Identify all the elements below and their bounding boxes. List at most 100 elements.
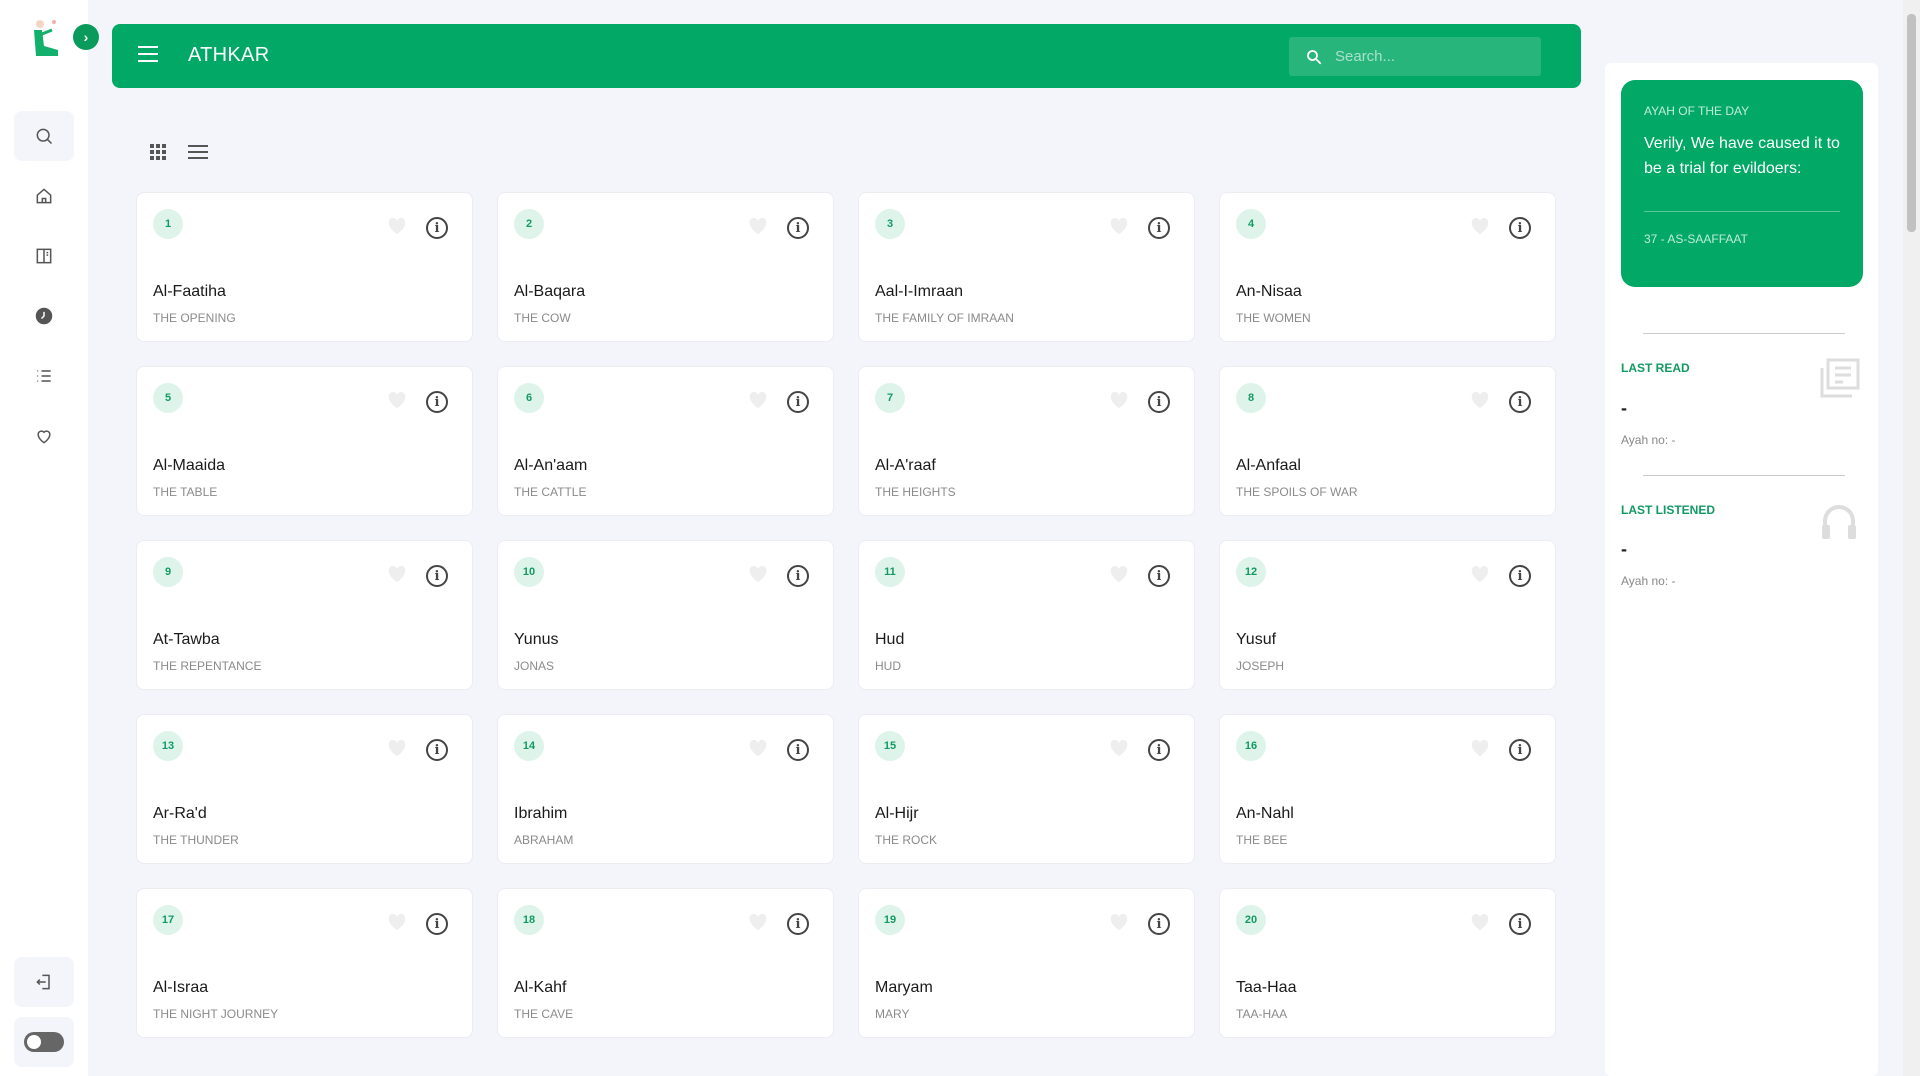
surah-number-badge: 6 [514, 383, 544, 413]
ayah-label: AYAH OF THE DAY [1644, 104, 1750, 118]
heart-icon[interactable] [1109, 913, 1129, 931]
expand-sidebar-button[interactable]: › [73, 24, 99, 50]
info-icon[interactable]: i [787, 217, 809, 239]
info-icon[interactable]: i [426, 913, 448, 935]
surah-name: Al-Anfaal [1236, 457, 1301, 474]
heart-icon[interactable] [748, 217, 768, 235]
heart-icon[interactable] [1109, 565, 1129, 583]
surah-number-badge: 7 [875, 383, 905, 413]
surah-card[interactable]: 9 i At-Tawba THE REPENTANCE [136, 540, 473, 690]
surah-name: Al-Hijr [875, 805, 919, 822]
surah-name: Al-An'aam [514, 457, 588, 474]
surah-card[interactable]: 3 i Aal-I-Imraan THE FAMILY OF IMRAAN [858, 192, 1195, 342]
surah-card[interactable]: 7 i Al-A'raaf THE HEIGHTS [858, 366, 1195, 516]
sidebar-item-list[interactable] [14, 351, 74, 401]
info-icon[interactable]: i [1509, 391, 1531, 413]
surah-card[interactable]: 8 i Al-Anfaal THE SPOILS OF WAR [1219, 366, 1556, 516]
info-icon[interactable]: i [787, 913, 809, 935]
surah-card[interactable]: 17 i Al-Israa THE NIGHT JOURNEY [136, 888, 473, 1038]
search-icon [36, 128, 53, 145]
surah-card[interactable]: 2 i Al-Baqara THE COW [497, 192, 834, 342]
logout-button[interactable] [14, 957, 74, 1007]
heart-icon[interactable] [1109, 391, 1129, 409]
sidebar-item-favorites[interactable] [14, 411, 74, 461]
info-icon[interactable]: i [1509, 565, 1531, 587]
sidebar-item-history[interactable] [14, 291, 74, 341]
heart-icon[interactable] [1109, 217, 1129, 235]
surah-name: Al-Baqara [514, 283, 586, 300]
sidebar-item-search[interactable] [14, 111, 74, 161]
divider [1644, 211, 1840, 212]
surah-translation: JONAS [514, 659, 555, 673]
surah-card[interactable]: 16 i An-Nahl THE BEE [1219, 714, 1556, 864]
surah-name: Yunus [514, 631, 559, 648]
ayah-of-the-day-card[interactable]: AYAH OF THE DAY Verily, We have caused i… [1621, 80, 1863, 287]
heart-icon[interactable] [1470, 913, 1490, 931]
info-icon[interactable]: i [426, 217, 448, 239]
info-icon[interactable]: i [1148, 913, 1170, 935]
sidebar-item-quran[interactable] [14, 231, 74, 281]
heart-icon[interactable] [748, 913, 768, 931]
surah-number-badge: 4 [1236, 209, 1266, 239]
heart-icon[interactable] [387, 913, 407, 931]
surah-card[interactable]: 15 i Al-Hijr THE ROCK [858, 714, 1195, 864]
heart-icon[interactable] [1470, 391, 1490, 409]
search-input[interactable] [1335, 48, 1525, 65]
surah-card[interactable]: 6 i Al-An'aam THE CATTLE [497, 366, 834, 516]
info-icon[interactable]: i [787, 739, 809, 761]
ayah-text: Verily, We have caused it to be a trial … [1644, 135, 1840, 177]
heart-icon[interactable] [387, 739, 407, 757]
surah-number-badge: 20 [1236, 905, 1266, 935]
heart-icon[interactable] [387, 217, 407, 235]
info-icon[interactable]: i [787, 391, 809, 413]
info-icon[interactable]: i [1148, 565, 1170, 587]
heart-icon[interactable] [748, 739, 768, 757]
menu-icon[interactable] [138, 46, 158, 62]
surah-card[interactable]: 20 i Taa-Haa TAA-HAA [1219, 888, 1556, 1038]
info-icon[interactable]: i [426, 739, 448, 761]
heart-icon[interactable] [387, 565, 407, 583]
heart-icon[interactable] [1109, 739, 1129, 757]
scrollbar-thumb[interactable] [1907, 14, 1916, 232]
info-icon[interactable]: i [1509, 739, 1531, 761]
heart-icon[interactable] [1470, 217, 1490, 235]
last-listened-value: - [1621, 539, 1627, 559]
surah-card[interactable]: 11 i Hud HUD [858, 540, 1195, 690]
info-icon[interactable]: i [1509, 913, 1531, 935]
surah-card[interactable]: 18 i Al-Kahf THE CAVE [497, 888, 834, 1038]
info-icon[interactable]: i [1148, 391, 1170, 413]
surah-card[interactable]: 4 i An-Nisaa THE WOMEN [1219, 192, 1556, 342]
surah-name: Hud [875, 631, 905, 648]
surah-card[interactable]: 12 i Yusuf JOSEPH [1219, 540, 1556, 690]
surah-card[interactable]: 1 i Al-Faatiha THE OPENING [136, 192, 473, 342]
surah-name: Maryam [875, 979, 933, 996]
surah-name: An-Nahl [1236, 805, 1294, 822]
heart-icon[interactable] [1470, 739, 1490, 757]
heart-icon[interactable] [748, 391, 768, 409]
heart-icon[interactable] [748, 565, 768, 583]
info-icon[interactable]: i [1509, 217, 1531, 239]
sidebar-item-home[interactable] [14, 171, 74, 221]
surah-translation: THE SPOILS OF WAR [1236, 485, 1358, 499]
surah-translation: THE HEIGHTS [875, 485, 956, 499]
toggle-switch[interactable] [24, 1032, 64, 1052]
heart-icon[interactable] [1470, 565, 1490, 583]
surah-card[interactable]: 10 i Yunus JONAS [497, 540, 834, 690]
theme-toggle[interactable] [14, 1017, 74, 1067]
surah-number-badge: 19 [875, 905, 905, 935]
search-box[interactable] [1289, 37, 1541, 76]
info-icon[interactable]: i [1148, 217, 1170, 239]
heart-icon[interactable] [387, 391, 407, 409]
surah-card[interactable]: 5 i Al-Maaida THE TABLE [136, 366, 473, 516]
list-view-button[interactable] [186, 142, 210, 162]
info-icon[interactable]: i [426, 391, 448, 413]
info-icon[interactable]: i [787, 565, 809, 587]
surah-name: An-Nisaa [1236, 283, 1302, 300]
surah-card[interactable]: 13 i Ar-Ra'd THE THUNDER [136, 714, 473, 864]
info-icon[interactable]: i [1148, 739, 1170, 761]
scrollbar[interactable] [1903, 0, 1920, 1076]
surah-card[interactable]: 19 i Maryam MARY [858, 888, 1195, 1038]
info-icon[interactable]: i [426, 565, 448, 587]
grid-view-button[interactable] [146, 142, 170, 162]
surah-card[interactable]: 14 i Ibrahim ABRAHAM [497, 714, 834, 864]
